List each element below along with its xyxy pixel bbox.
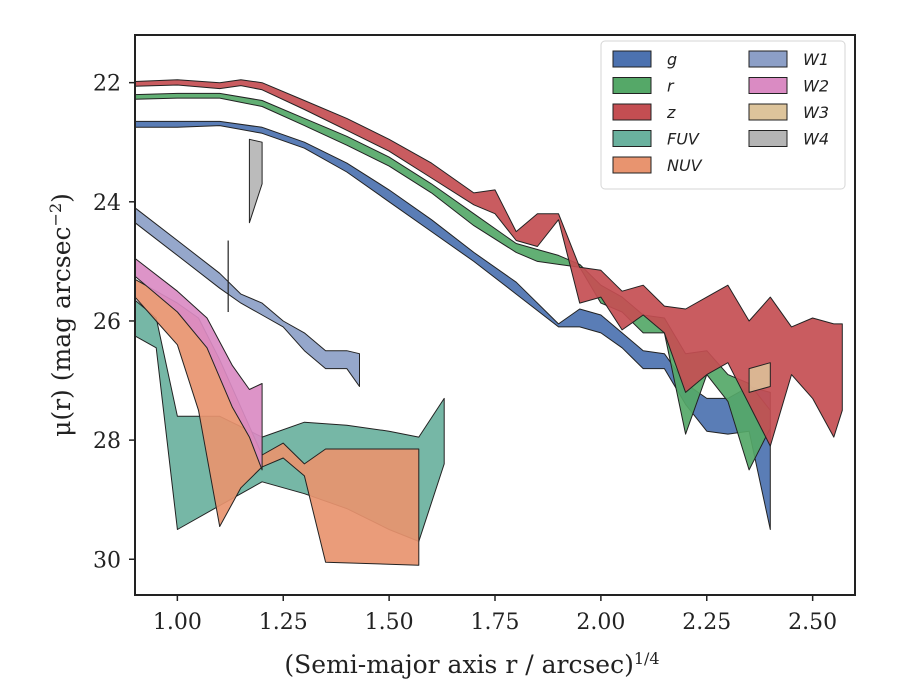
x-tick-label: 1.50 xyxy=(365,610,414,635)
band-w2 xyxy=(134,257,263,471)
legend-swatch-g xyxy=(612,50,652,68)
legend-label-w3: W3 xyxy=(803,103,829,122)
series-bands xyxy=(134,79,843,566)
legend-swatch-fuv xyxy=(612,130,652,147)
y-tick-label: 26 xyxy=(93,310,121,335)
x-tick-label: 1.25 xyxy=(259,610,308,635)
y-axis-title-text: μ(r) (mag arcsec xyxy=(47,226,76,436)
x-axis-title-text: (Semi-major axis r / arcsec) xyxy=(284,650,633,679)
legend-label-fuv: FUV xyxy=(667,130,700,149)
y-axis: 22 24 26 28 30 xyxy=(93,72,135,573)
x-tick-label: 2.00 xyxy=(576,610,625,635)
band-w1 xyxy=(134,207,360,387)
legend-swatch-w3 xyxy=(748,103,788,121)
legend-label-w2: W2 xyxy=(803,77,829,96)
y-tick-label: 28 xyxy=(93,429,121,454)
band-w3 xyxy=(748,362,771,393)
legend-label-w1: W1 xyxy=(803,50,829,69)
x-tick-label: 1.75 xyxy=(471,610,520,635)
x-tick-label: 2.25 xyxy=(682,610,731,635)
legend-swatch-w1 xyxy=(748,50,788,68)
legend: grz FUV NUV W1 W2 W3 W4 xyxy=(600,40,846,190)
x-axis-title: (Semi-major axis r / arcsec)1/4 xyxy=(284,649,659,680)
legend-swatch-nuv xyxy=(612,156,652,174)
band-g xyxy=(134,120,771,530)
y-tick-label: 30 xyxy=(93,548,121,573)
x-tick-label: 2.50 xyxy=(788,610,837,635)
x-tick-label: 1.00 xyxy=(153,610,202,635)
y-axis-title-exponent: −2 xyxy=(46,203,65,227)
band-z xyxy=(134,79,843,447)
y-axis-title: μ(r) (mag arcsec−2) xyxy=(46,193,77,437)
legend-swatch-z xyxy=(612,103,652,121)
x-axis-title-exponent: 1/4 xyxy=(634,649,660,668)
legend-label-r: r xyxy=(667,77,675,96)
legend-label-g: g xyxy=(667,50,677,69)
y-tick-label: 22 xyxy=(93,72,121,97)
legend-swatch-w4 xyxy=(748,130,788,147)
y-tick-label: 24 xyxy=(93,191,121,216)
legend-label-z: z xyxy=(666,103,676,122)
band-w4 xyxy=(248,138,263,224)
legend-swatch-r xyxy=(612,77,652,94)
legend-label-w4: W4 xyxy=(803,130,829,149)
x-axis: 1.00 1.25 1.50 1.75 2.00 2.25 2.50 xyxy=(153,595,837,635)
legend-label-nuv: NUV xyxy=(667,156,703,175)
legend-swatch-w2 xyxy=(748,77,788,94)
y-axis-title-close: ) xyxy=(47,193,76,203)
